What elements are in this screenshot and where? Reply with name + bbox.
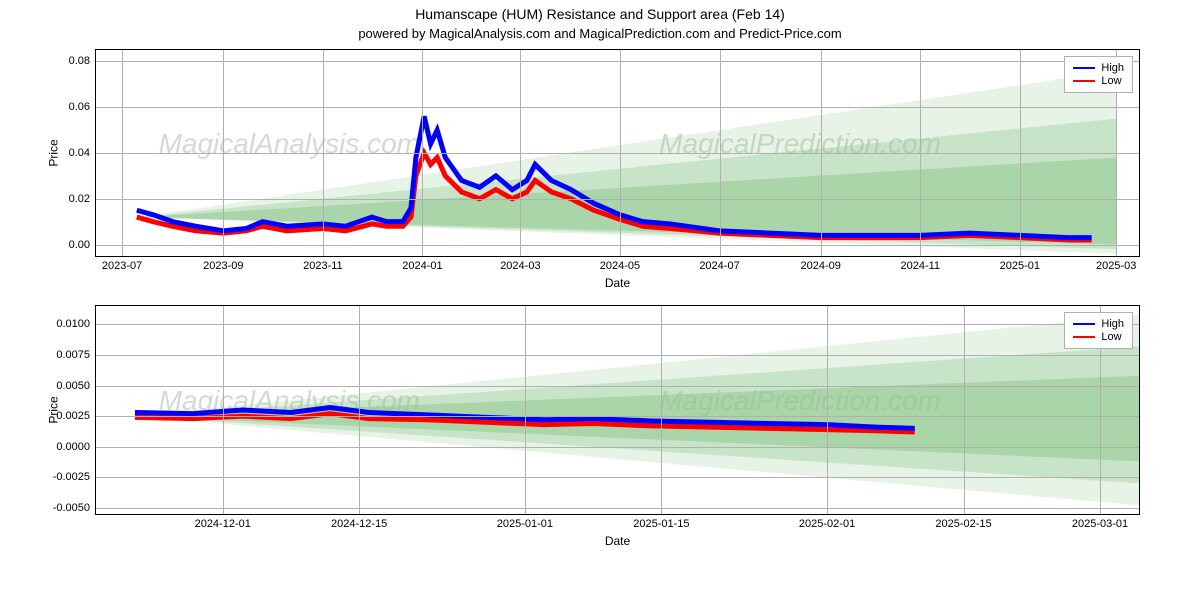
- legend-label-high: High: [1101, 318, 1124, 330]
- chart-container: Humanscape (HUM) Resistance and Support …: [0, 0, 1200, 600]
- y-tick: -0.0025: [53, 471, 90, 483]
- y-axis-label: Price: [47, 139, 61, 166]
- y-tick: 0.0075: [56, 349, 90, 361]
- chart-subtitle: powered by MagicalAnalysis.com and Magic…: [0, 22, 1200, 45]
- legend-swatch-low: [1073, 336, 1095, 338]
- legend-label-high: High: [1101, 62, 1124, 74]
- legend-item-low: Low: [1073, 331, 1124, 343]
- y-tick: 0.0050: [56, 380, 90, 392]
- y-tick: 0.00: [69, 239, 90, 251]
- legend: High Low: [1064, 312, 1133, 349]
- legend-swatch-high: [1073, 67, 1095, 69]
- legend-item-high: High: [1073, 62, 1124, 74]
- x-tick: 2025-01-01: [497, 518, 553, 530]
- y-tick: 0.0000: [56, 441, 90, 453]
- bottom-chart: MagicalAnalysis.com MagicalPrediction.co…: [95, 305, 1140, 515]
- x-tick: 2023-07: [102, 260, 142, 272]
- y-tick: 0.08: [69, 55, 90, 67]
- y-axis-label: Price: [47, 396, 61, 423]
- x-tick: 2023-09: [203, 260, 243, 272]
- x-tick: 2024-03: [500, 260, 540, 272]
- x-tick: 2025-03: [1096, 260, 1136, 272]
- bottom-chart-svg: [96, 306, 1139, 514]
- chart-title: Humanscape (HUM) Resistance and Support …: [0, 0, 1200, 22]
- x-tick: 2024-09: [801, 260, 841, 272]
- x-tick: 2024-12-01: [195, 518, 251, 530]
- x-tick: 2024-11: [900, 260, 940, 272]
- x-tick: 2025-02-15: [935, 518, 991, 530]
- x-tick: 2025-03-01: [1072, 518, 1128, 530]
- legend-swatch-low: [1073, 80, 1095, 82]
- x-tick: 2024-05: [600, 260, 640, 272]
- x-tick: 2024-01: [402, 260, 442, 272]
- x-axis-label: Date: [605, 276, 630, 290]
- y-tick: -0.0050: [53, 502, 90, 514]
- y-tick: 0.06: [69, 101, 90, 113]
- x-tick: 2024-12-15: [331, 518, 387, 530]
- top-chart: MagicalAnalysis.com MagicalPrediction.co…: [95, 49, 1140, 257]
- x-tick: 2023-11: [303, 260, 343, 272]
- legend-item-low: Low: [1073, 75, 1124, 87]
- x-tick: 2025-01-15: [633, 518, 689, 530]
- y-tick: 0.04: [69, 147, 90, 159]
- x-tick: 2025-02-01: [799, 518, 855, 530]
- y-tick: 0.0100: [56, 318, 90, 330]
- x-axis-label: Date: [605, 534, 630, 548]
- legend-label-low: Low: [1101, 331, 1121, 343]
- legend-label-low: Low: [1101, 75, 1121, 87]
- x-tick: 2025-01: [1000, 260, 1040, 272]
- y-tick: 0.0025: [56, 410, 90, 422]
- x-tick: 2024-07: [699, 260, 739, 272]
- legend-swatch-high: [1073, 323, 1095, 325]
- y-tick: 0.02: [69, 193, 90, 205]
- legend: High Low: [1064, 56, 1133, 93]
- legend-item-high: High: [1073, 318, 1124, 330]
